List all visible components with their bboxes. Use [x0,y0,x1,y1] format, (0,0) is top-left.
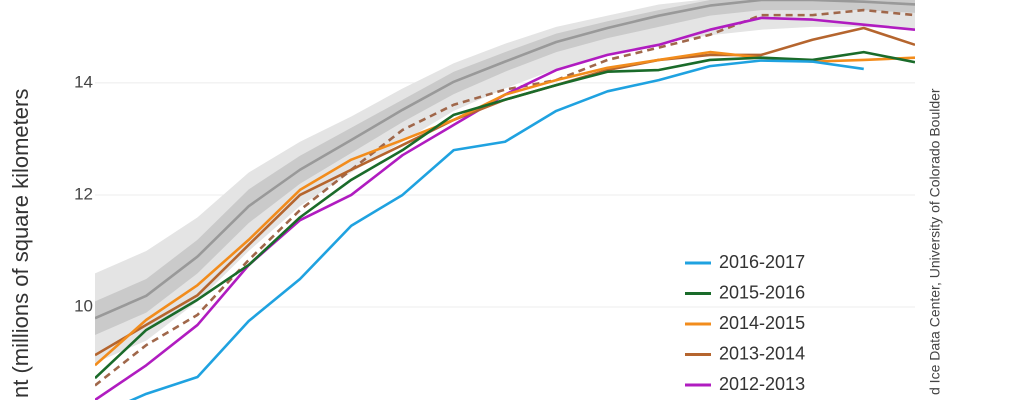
legend-label: 2015-2016 [719,282,805,302]
range-band [95,0,915,336]
legend: 2016-2017 2015-2016 2014-2015 2013-2014 2012… [685,252,805,394]
range-band [95,0,915,364]
legend-label: 2016-2017 [719,252,805,272]
series-line [95,0,915,320]
legend-label: 2014-2015 [719,313,805,333]
legend-label: 2013-2014 [719,343,805,363]
y-axis-label: nt (millions of square kilometers [8,89,33,398]
series-line [128,59,864,400]
credit: d Ice Data Center, University of Colorad… [927,88,943,395]
y-tick-label: 14 [74,72,93,91]
y-tick-label: 10 [74,296,93,315]
y-tick-label: 12 [74,184,93,203]
axis: 10 12 14 [74,72,93,315]
series-line [95,50,915,380]
legend-label: 2012-2013 [719,374,805,394]
series-line [95,8,915,387]
plot-area [95,0,915,400]
